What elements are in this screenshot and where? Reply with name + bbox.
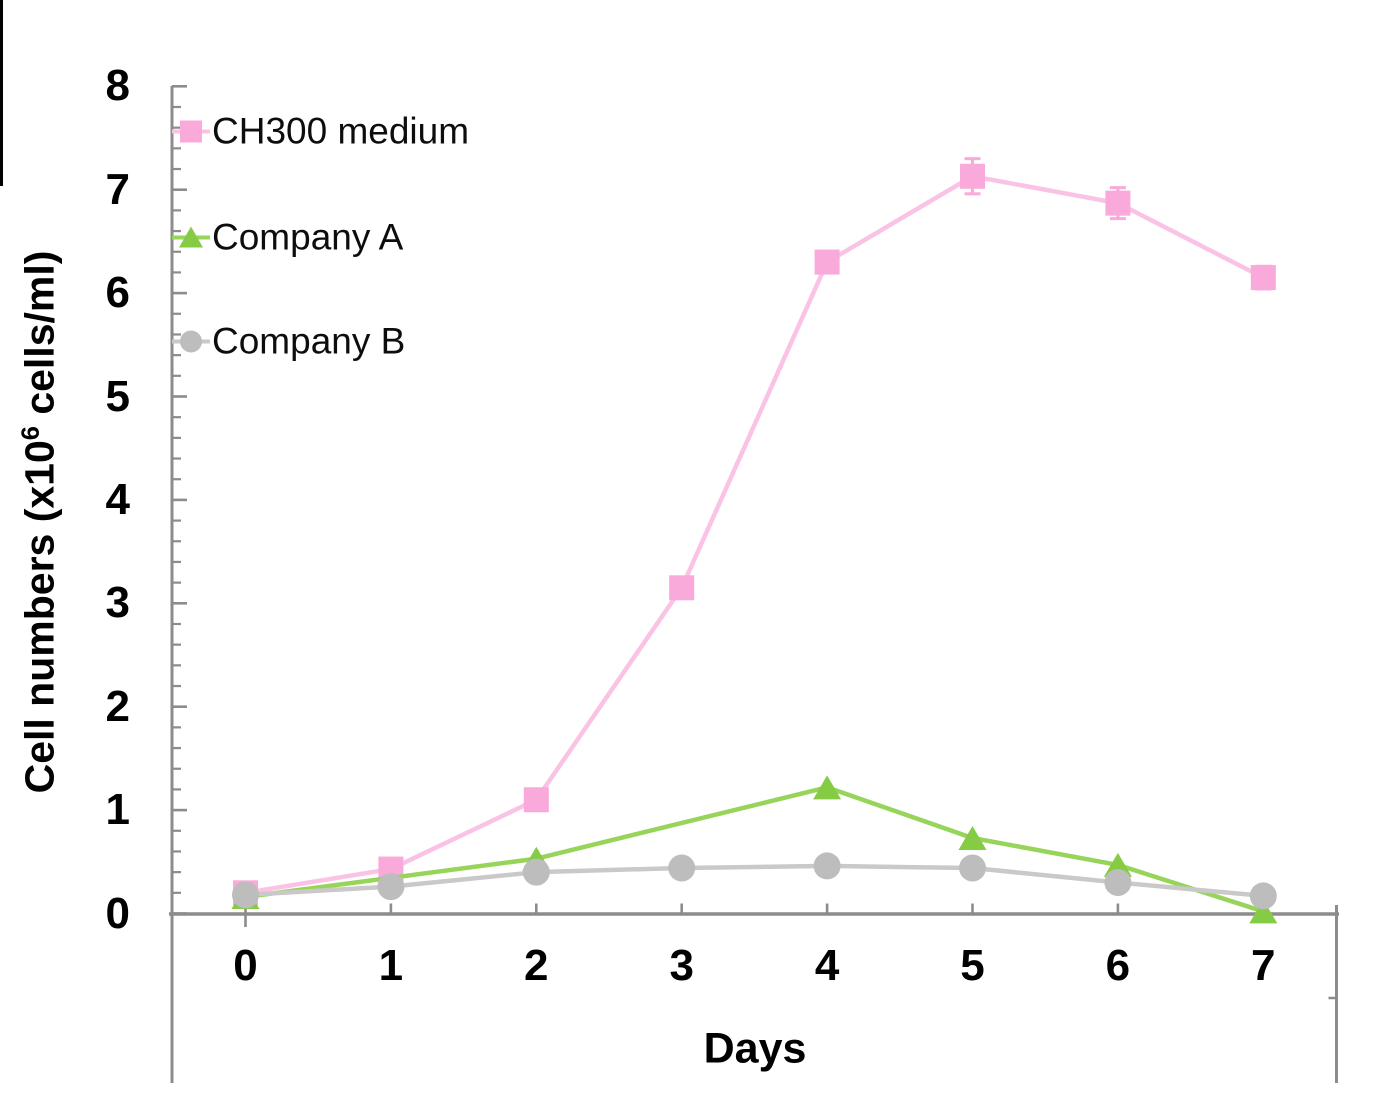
legend-item-company-b: Company B [172,323,405,360]
x-tick-label: 1 [378,941,404,990]
data-point-company-b-circle [232,881,259,909]
x-tick-label: 7 [1251,941,1276,990]
y-tick-label: 6 [105,268,130,318]
x-tick-label: 5 [960,941,985,990]
x-axis-title: Days [703,1024,807,1073]
x-tick-label: 2 [524,941,549,990]
data-point-ch300-medium-square [1250,265,1276,291]
y-tick-label: 4 [105,474,130,524]
y-tick-label: 7 [105,164,130,214]
data-point-company-b-circle [668,854,696,882]
series-line-company-a [245,785,1264,914]
legend-item-ch300-medium: CH300 medium [172,113,469,150]
x-tick-label: 0 [233,941,258,990]
data-point-ch300-medium-square [960,163,985,189]
data-point-ch300-medium-square [814,249,840,275]
x-tick-label: 3 [669,941,694,990]
data-point-company-b-circle [813,852,841,880]
data-point-ch300-medium-square [669,575,695,601]
data-point-company-a-triangle [1103,852,1132,877]
data-point-company-b-circle [377,873,405,901]
y-axis-title-superscript: 6 [16,426,45,441]
legend-label: CH300 medium [212,110,470,152]
data-point-company-a-triangle [813,775,842,800]
y-tick-label: 8 [105,61,130,111]
series-line-company-b [245,863,1264,899]
data-point-company-b-circle [1249,882,1277,910]
legend-item-company-a: Company A [172,219,403,256]
data-point-company-a-triangle [1249,899,1278,924]
y-tick-label: 5 [105,371,130,421]
legend-label: Company A [212,216,404,258]
data-point-ch300-medium-square [523,787,549,813]
data-point-company-b-circle [522,858,550,886]
x-tick-label: 4 [814,941,840,990]
left-border-artifact [0,0,3,186]
y-tick-label: 1 [105,785,130,835]
data-point-company-a-triangle [958,826,987,851]
y-tick-label: 0 [105,888,130,938]
data-point-ch300-medium-square [1105,190,1131,216]
legend-key-circle-icon [172,330,210,352]
legend-label: Company B [212,320,406,362]
series-line-ch300-medium [245,173,1265,896]
data-point-company-b-circle [1104,868,1132,896]
y-tick-label: 3 [105,578,130,628]
legend-key-triangle-icon [172,226,210,247]
y-tick-label: 2 [105,681,130,731]
data-point-company-b-circle [959,854,986,882]
legend-key-square-icon [172,120,210,142]
x-tick-label: 6 [1105,941,1131,990]
